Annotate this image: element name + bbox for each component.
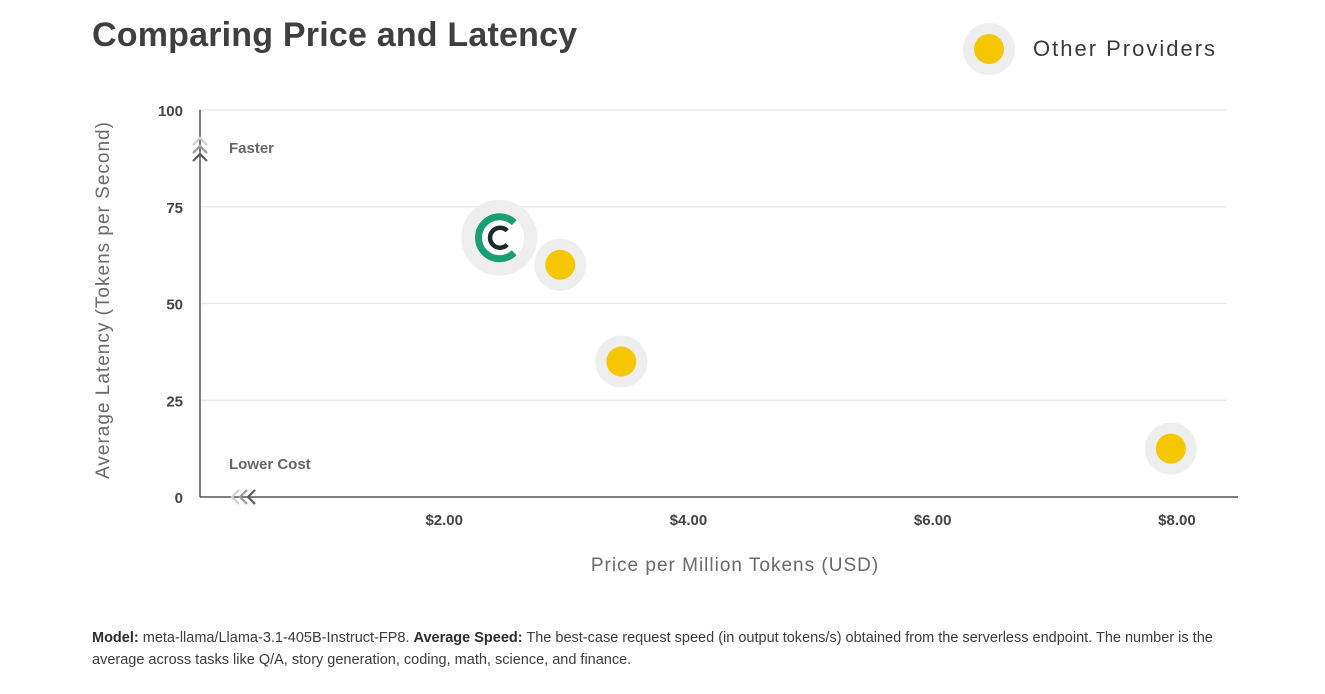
legend: Other Providers <box>963 22 1217 76</box>
highlight-point-logo-ring <box>475 213 517 263</box>
y-tick-label-0: 0 <box>175 490 183 507</box>
legend-dot-icon <box>974 34 1004 64</box>
x-tick-label-$6.00: $6.00 <box>914 512 952 529</box>
y-tick-label-75: 75 <box>166 200 183 217</box>
footnote-speed-label: Average Speed: <box>413 630 523 646</box>
faster-chevron-icon <box>192 144 208 154</box>
y-tick-label-100: 100 <box>158 103 183 120</box>
provider-point-1 <box>606 346 637 377</box>
annotation-lower-cost: Lower Cost <box>229 456 311 473</box>
y-axis-label: Average Latency (Tokens per Second) <box>93 121 114 479</box>
footnote: Model: meta-llama/Llama-3.1-405B-Instruc… <box>92 627 1232 671</box>
x-tick-label-$2.00: $2.00 <box>425 512 463 529</box>
x-tick-label-$4.00: $4.00 <box>670 512 708 529</box>
lower-cost-chevron-icon <box>230 489 240 505</box>
footnote-speed-text: The best-case request speed (in output t… <box>92 630 1213 668</box>
faster-chevron-icon <box>192 152 208 162</box>
x-axis-label: Price per Million Tokens (USD) <box>590 555 880 576</box>
chart-title: Comparing Price and Latency <box>92 16 578 54</box>
provider-point-2 <box>1155 433 1186 464</box>
footnote-model-value: meta-llama/Llama-3.1-405B-Instruct-FP8. <box>142 630 410 646</box>
y-tick-label-25: 25 <box>166 393 183 410</box>
legend-marker <box>963 23 1015 75</box>
legend-label: Other Providers <box>1033 36 1218 61</box>
footnote-model-label: Model: <box>92 630 139 646</box>
lower-cost-chevron-icon <box>246 489 256 505</box>
highlight-point-logo-c <box>487 225 509 250</box>
lower-cost-chevron-icon <box>238 489 248 505</box>
x-tick-label-$8.00: $8.00 <box>1158 512 1196 529</box>
faster-chevron-icon <box>192 136 208 146</box>
annotation-faster: Faster <box>229 140 275 157</box>
provider-point-0 <box>545 249 576 280</box>
y-tick-label-50: 50 <box>166 297 183 314</box>
